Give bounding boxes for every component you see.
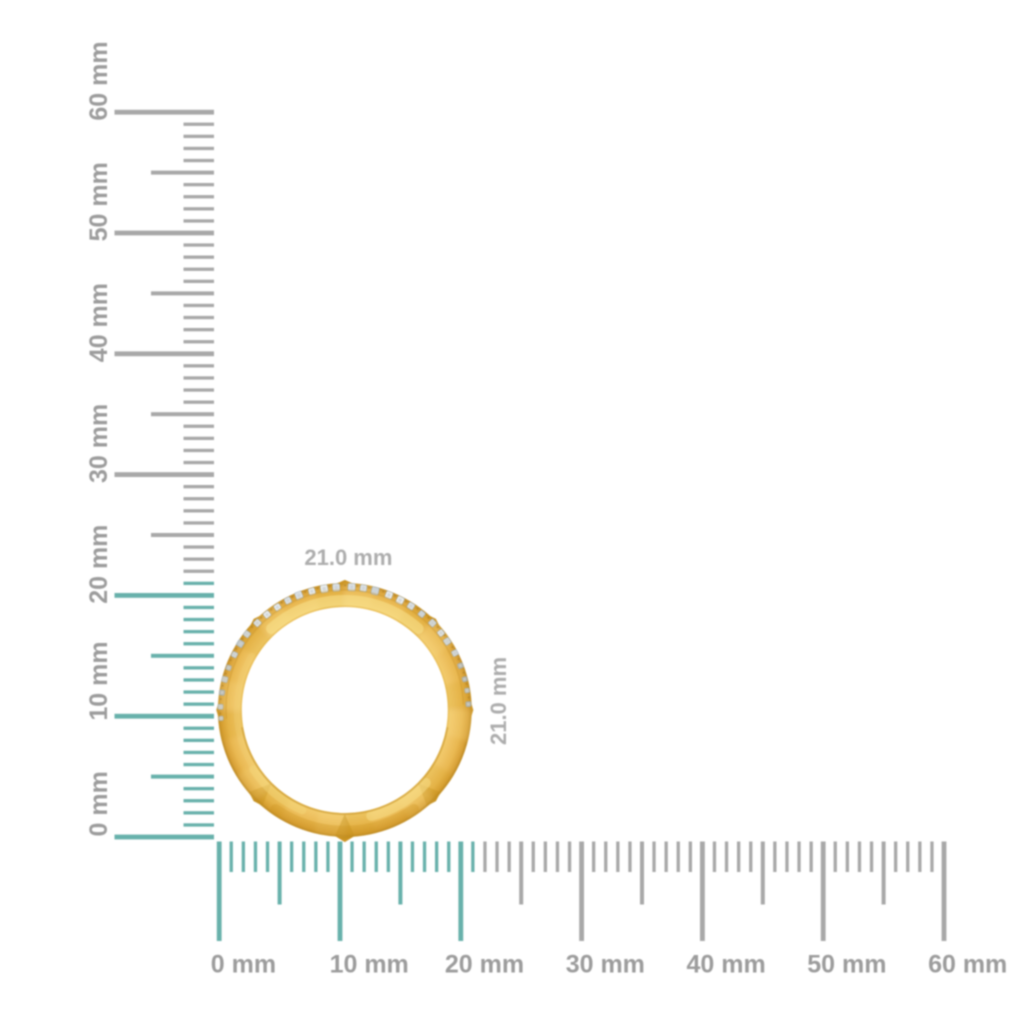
svg-text:21.0 mm: 21.0 mm (304, 545, 392, 570)
svg-text:10 mm: 10 mm (85, 641, 113, 720)
svg-text:10 mm: 10 mm (330, 951, 409, 979)
svg-text:30 mm: 30 mm (566, 951, 645, 979)
svg-text:20 mm: 20 mm (85, 525, 113, 604)
svg-text:0 mm: 0 mm (85, 771, 113, 836)
svg-text:0 mm: 0 mm (211, 951, 276, 979)
svg-text:40 mm: 40 mm (85, 283, 113, 362)
svg-text:40 mm: 40 mm (686, 951, 765, 979)
svg-text:30 mm: 30 mm (85, 404, 113, 483)
svg-text:21.0 mm: 21.0 mm (486, 657, 511, 745)
svg-text:50 mm: 50 mm (807, 951, 886, 979)
svg-text:60 mm: 60 mm (85, 41, 113, 120)
svg-text:50 mm: 50 mm (85, 162, 113, 241)
svg-text:20 mm: 20 mm (445, 951, 524, 979)
svg-text:60 mm: 60 mm (928, 951, 1007, 979)
